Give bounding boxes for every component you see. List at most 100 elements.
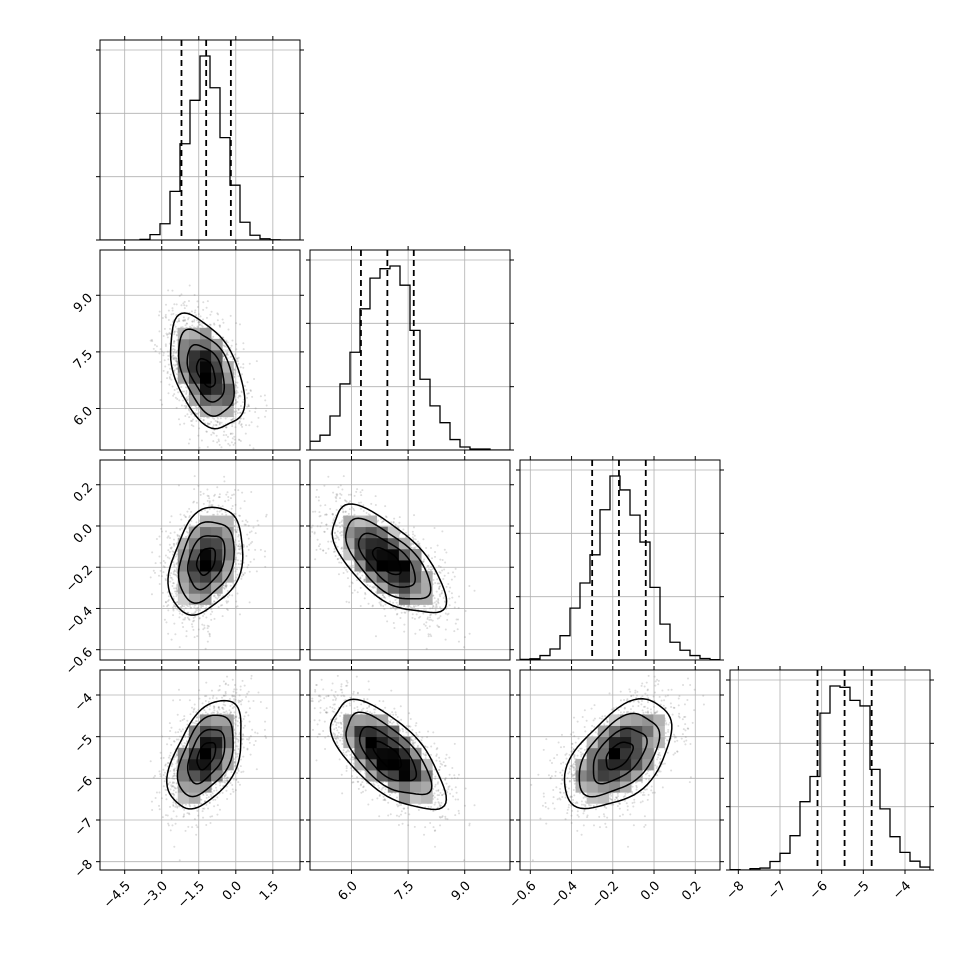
sample-point — [169, 521, 172, 524]
sample-point — [174, 605, 177, 608]
sample-point — [225, 433, 228, 436]
sample-point — [195, 521, 198, 524]
sample-point — [162, 351, 165, 354]
sample-point — [174, 364, 177, 367]
sample-point — [237, 489, 240, 492]
sample-point — [168, 557, 171, 560]
sample-point — [205, 616, 208, 619]
sample-point — [224, 500, 227, 503]
sample-point — [166, 556, 169, 559]
sample-point — [233, 411, 236, 414]
sample-point — [220, 509, 223, 512]
contour-1 — [187, 535, 226, 591]
sample-point — [234, 529, 237, 532]
sample-point — [164, 561, 167, 564]
sample-point — [334, 496, 337, 499]
sample-point — [384, 614, 387, 617]
sample-point — [217, 496, 220, 499]
sample-point — [164, 303, 167, 306]
sample-point — [207, 495, 210, 498]
ytick-label-1-1: 7.5 — [71, 347, 96, 372]
sample-point — [185, 405, 188, 408]
sample-point — [263, 555, 266, 558]
sample-point — [229, 432, 232, 435]
sample-point — [173, 388, 176, 391]
sample-point — [325, 513, 328, 516]
sample-point — [172, 582, 175, 585]
sample-point — [188, 516, 191, 519]
sample-point — [173, 369, 176, 372]
sample-point — [445, 585, 448, 588]
sample-point — [242, 573, 245, 576]
density-cell — [211, 383, 223, 395]
sample-point — [170, 663, 172, 665]
sample-point — [264, 415, 267, 418]
sample-point — [242, 544, 245, 547]
sample-point — [169, 367, 172, 370]
sample-point — [177, 319, 180, 322]
density-cell — [177, 548, 190, 561]
sample-point — [206, 416, 209, 419]
sample-point — [174, 351, 177, 354]
sample-point — [255, 360, 258, 363]
sample-point — [341, 519, 344, 522]
sample-point — [234, 402, 237, 405]
sample-point — [176, 361, 179, 364]
sample-point — [176, 608, 179, 611]
sample-point — [243, 385, 246, 388]
sample-point — [206, 627, 209, 630]
sample-point — [225, 586, 228, 589]
sample-point — [190, 510, 193, 513]
sample-point — [158, 352, 161, 355]
sample-point — [234, 586, 237, 589]
sample-point — [239, 563, 242, 566]
sample-point — [210, 504, 213, 507]
sample-point — [171, 606, 174, 609]
sample-point — [173, 531, 176, 534]
sample-point — [187, 299, 190, 302]
sample-point — [380, 517, 383, 520]
sample-point — [217, 606, 220, 609]
sample-point — [203, 627, 206, 630]
density-cell — [211, 582, 223, 594]
sample-point — [167, 632, 170, 635]
sample-point — [323, 530, 326, 533]
sample-point — [202, 301, 205, 304]
panel-1-1 — [306, 246, 514, 454]
sample-point — [175, 590, 178, 593]
ytick-label-2-3: 0.0 — [71, 521, 96, 546]
sample-point — [223, 584, 226, 587]
sample-point — [253, 377, 256, 380]
sample-point — [239, 507, 242, 510]
sample-point — [363, 578, 366, 581]
sample-point — [176, 589, 179, 592]
sample-point — [230, 344, 233, 347]
sample-point — [183, 390, 186, 393]
sample-point — [234, 579, 237, 582]
sample-point — [173, 544, 176, 547]
sample-point — [189, 606, 192, 609]
sample-point — [179, 513, 182, 516]
sample-point — [169, 580, 172, 583]
sample-point — [234, 353, 237, 356]
sample-point — [324, 513, 327, 516]
sample-point — [227, 442, 230, 445]
sample-point — [436, 617, 439, 620]
density-cell — [200, 405, 212, 418]
sample-point — [411, 613, 414, 616]
sample-point — [171, 309, 174, 312]
sample-point — [371, 605, 374, 608]
sample-point — [246, 405, 249, 408]
sample-point — [265, 515, 268, 518]
sample-point — [184, 415, 187, 418]
sample-point — [440, 607, 443, 610]
sample-point — [185, 406, 188, 409]
sample-point — [342, 475, 345, 478]
ytick-label-2-4: 0.2 — [71, 480, 96, 505]
sample-point — [238, 543, 241, 546]
sample-point — [235, 605, 238, 608]
sample-point — [226, 609, 229, 612]
sample-point — [433, 573, 436, 576]
sample-point — [246, 520, 249, 523]
sample-point — [210, 310, 213, 313]
